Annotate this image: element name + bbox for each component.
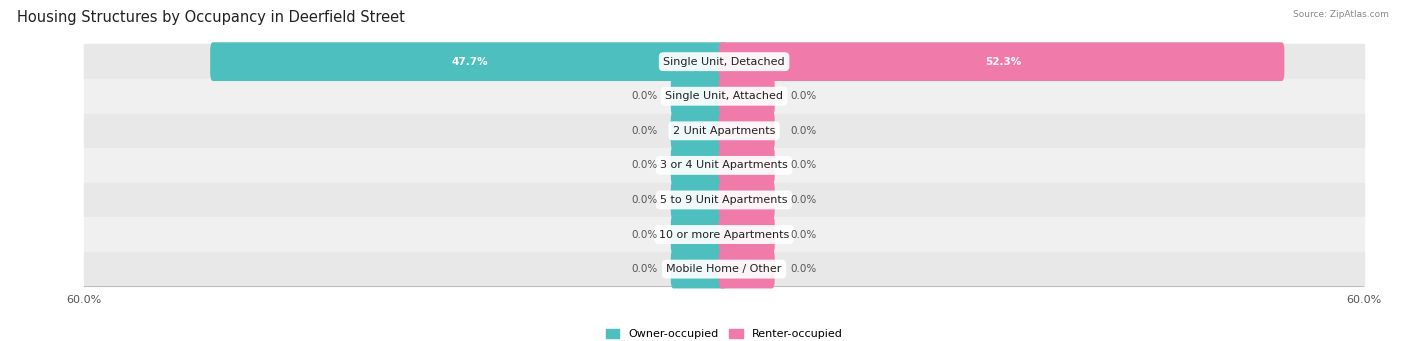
- Text: 0.0%: 0.0%: [790, 264, 817, 274]
- Text: 47.7%: 47.7%: [451, 57, 488, 66]
- Text: 5 to 9 Unit Apartments: 5 to 9 Unit Apartments: [661, 195, 787, 205]
- Text: 0.0%: 0.0%: [631, 195, 658, 205]
- Text: 0.0%: 0.0%: [790, 229, 817, 239]
- FancyBboxPatch shape: [671, 215, 727, 254]
- FancyBboxPatch shape: [671, 250, 727, 288]
- Text: 0.0%: 0.0%: [790, 126, 817, 136]
- Text: 0.0%: 0.0%: [790, 160, 817, 170]
- FancyBboxPatch shape: [718, 181, 775, 219]
- FancyBboxPatch shape: [718, 112, 775, 150]
- FancyBboxPatch shape: [671, 146, 727, 185]
- Legend: Owner-occupied, Renter-occupied: Owner-occupied, Renter-occupied: [606, 329, 842, 339]
- FancyBboxPatch shape: [671, 112, 727, 150]
- Text: 0.0%: 0.0%: [631, 264, 658, 274]
- Bar: [84, 79, 1364, 114]
- FancyBboxPatch shape: [671, 181, 727, 219]
- Text: Source: ZipAtlas.com: Source: ZipAtlas.com: [1294, 10, 1389, 19]
- FancyBboxPatch shape: [209, 42, 727, 81]
- FancyBboxPatch shape: [718, 250, 775, 288]
- Text: 3 or 4 Unit Apartments: 3 or 4 Unit Apartments: [661, 160, 787, 170]
- FancyBboxPatch shape: [671, 77, 727, 116]
- Text: 0.0%: 0.0%: [790, 195, 817, 205]
- Text: Housing Structures by Occupancy in Deerfield Street: Housing Structures by Occupancy in Deerf…: [17, 10, 405, 25]
- Text: 0.0%: 0.0%: [631, 91, 658, 101]
- Text: 0.0%: 0.0%: [790, 91, 817, 101]
- FancyBboxPatch shape: [718, 146, 775, 185]
- Bar: [84, 252, 1364, 286]
- Text: 0.0%: 0.0%: [631, 160, 658, 170]
- Text: 10 or more Apartments: 10 or more Apartments: [659, 229, 789, 239]
- Bar: [84, 148, 1364, 183]
- Text: 0.0%: 0.0%: [631, 229, 658, 239]
- FancyBboxPatch shape: [718, 42, 1285, 81]
- Bar: [84, 44, 1364, 79]
- Bar: [84, 183, 1364, 217]
- Bar: [84, 114, 1364, 148]
- Text: 2 Unit Apartments: 2 Unit Apartments: [673, 126, 775, 136]
- FancyBboxPatch shape: [718, 77, 775, 116]
- Text: 52.3%: 52.3%: [984, 57, 1021, 66]
- Text: 0.0%: 0.0%: [631, 126, 658, 136]
- Text: Mobile Home / Other: Mobile Home / Other: [666, 264, 782, 274]
- Bar: [84, 217, 1364, 252]
- Text: Single Unit, Detached: Single Unit, Detached: [664, 57, 785, 66]
- FancyBboxPatch shape: [718, 215, 775, 254]
- Text: Single Unit, Attached: Single Unit, Attached: [665, 91, 783, 101]
